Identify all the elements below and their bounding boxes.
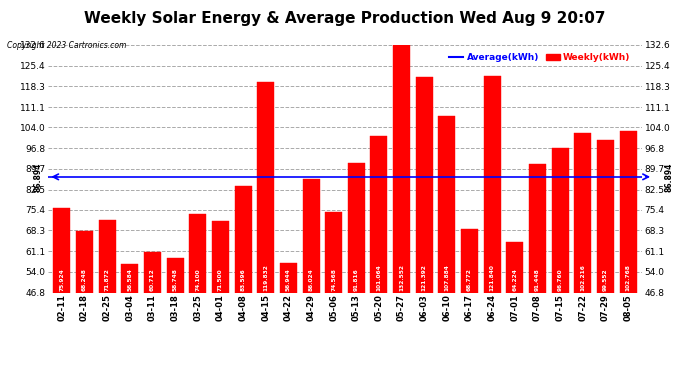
- Bar: [529, 164, 546, 292]
- Bar: [438, 116, 455, 292]
- Text: 132.552: 132.552: [399, 264, 404, 291]
- Text: 102.768: 102.768: [626, 264, 631, 291]
- Bar: [348, 163, 365, 292]
- Bar: [484, 76, 501, 292]
- Bar: [212, 221, 229, 292]
- Bar: [99, 220, 116, 292]
- Text: Copyright 2023 Cartronics.com: Copyright 2023 Cartronics.com: [7, 41, 126, 50]
- Bar: [552, 148, 569, 292]
- Text: 91.816: 91.816: [354, 268, 359, 291]
- Text: 74.100: 74.100: [195, 268, 200, 291]
- Bar: [574, 133, 591, 292]
- Text: 86.024: 86.024: [308, 268, 313, 291]
- Text: 64.224: 64.224: [513, 268, 518, 291]
- Bar: [257, 82, 274, 292]
- Bar: [597, 140, 614, 292]
- Bar: [189, 214, 206, 292]
- Text: 86.894: 86.894: [664, 162, 673, 192]
- Text: 56.944: 56.944: [286, 268, 291, 291]
- Bar: [53, 209, 70, 292]
- Text: 99.552: 99.552: [603, 268, 608, 291]
- Bar: [506, 242, 523, 292]
- Bar: [121, 264, 138, 292]
- Text: 71.500: 71.500: [218, 268, 223, 291]
- Bar: [167, 258, 184, 292]
- Bar: [416, 77, 433, 292]
- Text: 121.840: 121.840: [490, 264, 495, 291]
- Text: 119.832: 119.832: [263, 264, 268, 291]
- Text: 96.760: 96.760: [558, 268, 562, 291]
- Text: 71.872: 71.872: [105, 268, 110, 291]
- Text: Weekly Solar Energy & Average Production Wed Aug 9 20:07: Weekly Solar Energy & Average Production…: [84, 11, 606, 26]
- Text: 74.568: 74.568: [331, 268, 336, 291]
- Bar: [235, 186, 252, 292]
- Text: 86.894: 86.894: [34, 162, 43, 192]
- Bar: [371, 136, 388, 292]
- Bar: [620, 131, 637, 292]
- Text: 102.216: 102.216: [580, 264, 585, 291]
- Bar: [325, 212, 342, 292]
- Text: 101.064: 101.064: [377, 264, 382, 291]
- Bar: [393, 45, 410, 292]
- Text: 68.772: 68.772: [467, 268, 472, 291]
- Text: 83.596: 83.596: [241, 268, 246, 291]
- Text: 121.392: 121.392: [422, 264, 427, 291]
- Bar: [302, 179, 319, 292]
- Text: 68.248: 68.248: [82, 268, 87, 291]
- Text: 75.924: 75.924: [59, 268, 64, 291]
- Bar: [280, 263, 297, 292]
- Text: 58.748: 58.748: [172, 268, 177, 291]
- Text: 60.712: 60.712: [150, 268, 155, 291]
- Bar: [76, 231, 93, 292]
- Text: 91.448: 91.448: [535, 268, 540, 291]
- Legend: Average(kWh), Weekly(kWh): Average(kWh), Weekly(kWh): [446, 50, 634, 66]
- Bar: [461, 229, 478, 292]
- Bar: [144, 252, 161, 292]
- Text: 56.584: 56.584: [128, 268, 132, 291]
- Text: 107.884: 107.884: [444, 264, 449, 291]
